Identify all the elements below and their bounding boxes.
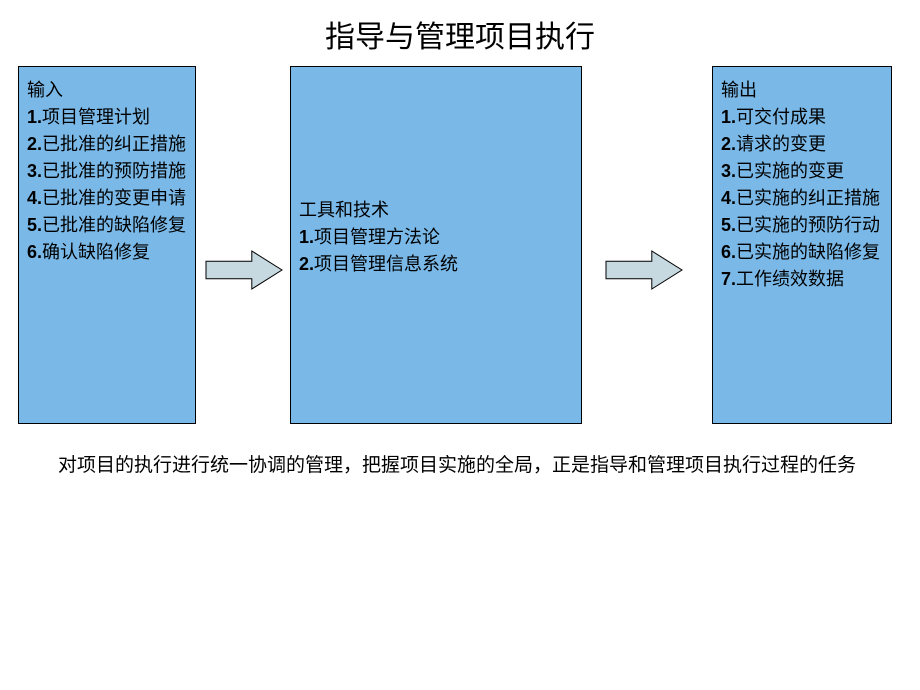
diagram-container: 输入 1.项目管理计划2.已批准的纠正措施3.已批准的预防措施4.已批准的变更申… — [0, 66, 920, 428]
outputs-items: 1.可交付成果2.请求的变更3.已实施的变更4.已实施的纠正措施5.已实施的预防… — [721, 104, 883, 293]
item-number: 3. — [721, 161, 736, 181]
item-text: 项目管理计划 — [42, 107, 150, 127]
item-number: 6. — [721, 242, 736, 262]
list-item: 4.已批准的变更申请 — [27, 185, 187, 212]
item-text: 已实施的预防行动 — [736, 215, 880, 235]
list-item: 5.已批准的缺陷修复 — [27, 212, 187, 239]
description-text: 对项目的执行进行统一协调的管理，把握项目实施的全局，正是指导和管理项目执行过程的… — [20, 452, 900, 481]
item-text: 项目管理方法论 — [314, 227, 440, 247]
item-number: 4. — [27, 188, 42, 208]
tools-heading: 工具和技术 — [299, 197, 573, 224]
inputs-items: 1.项目管理计划2.已批准的纠正措施3.已批准的预防措施4.已批准的变更申请5.… — [27, 104, 187, 266]
arrow-icon — [205, 250, 283, 290]
item-number: 7. — [721, 269, 736, 289]
item-text: 已批准的变更申请 — [42, 188, 186, 208]
item-text: 已批准的预防措施 — [42, 161, 186, 181]
item-text: 工作绩效数据 — [736, 269, 844, 289]
item-number: 5. — [721, 215, 736, 235]
list-item: 2.已批准的纠正措施 — [27, 131, 187, 158]
inputs-heading: 输入 — [27, 77, 187, 104]
item-text: 项目管理信息系统 — [314, 254, 458, 274]
arrow-icon — [605, 250, 683, 290]
list-item: 4.已实施的纠正措施 — [721, 185, 883, 212]
item-number: 2. — [721, 134, 736, 154]
item-number: 4. — [721, 188, 736, 208]
page-title: 指导与管理项目执行 — [0, 0, 920, 66]
item-text: 已实施的变更 — [736, 161, 844, 181]
list-item: 3.已实施的变更 — [721, 158, 883, 185]
list-item: 1.项目管理计划 — [27, 104, 187, 131]
tools-items: 1.项目管理方法论2.项目管理信息系统 — [299, 224, 573, 278]
tools-box: 工具和技术 1.项目管理方法论2.项目管理信息系统 — [290, 66, 582, 424]
list-item: 2.请求的变更 — [721, 131, 883, 158]
item-text: 请求的变更 — [736, 134, 826, 154]
list-item: 3.已批准的预防措施 — [27, 158, 187, 185]
inputs-box: 输入 1.项目管理计划2.已批准的纠正措施3.已批准的预防措施4.已批准的变更申… — [18, 66, 196, 424]
item-number: 1. — [299, 227, 314, 247]
list-item: 7.工作绩效数据 — [721, 266, 883, 293]
outputs-heading: 输出 — [721, 77, 883, 104]
item-number: 2. — [27, 134, 42, 154]
item-text: 确认缺陷修复 — [42, 242, 150, 262]
item-number: 6. — [27, 242, 42, 262]
outputs-box: 输出 1.可交付成果2.请求的变更3.已实施的变更4.已实施的纠正措施5.已实施… — [712, 66, 892, 424]
item-number: 3. — [27, 161, 42, 181]
item-number: 5. — [27, 215, 42, 235]
list-item: 5.已实施的预防行动 — [721, 212, 883, 239]
item-number: 1. — [27, 107, 42, 127]
list-item: 1.可交付成果 — [721, 104, 883, 131]
item-text: 可交付成果 — [736, 107, 826, 127]
list-item: 1.项目管理方法论 — [299, 224, 573, 251]
item-text: 已批准的纠正措施 — [42, 134, 186, 154]
list-item: 6.已实施的缺陷修复 — [721, 239, 883, 266]
item-text: 已实施的纠正措施 — [736, 188, 880, 208]
item-text: 已批准的缺陷修复 — [42, 215, 186, 235]
item-number: 2. — [299, 254, 314, 274]
item-text: 已实施的缺陷修复 — [736, 242, 880, 262]
list-item: 6.确认缺陷修复 — [27, 239, 187, 266]
list-item: 2.项目管理信息系统 — [299, 251, 573, 278]
item-number: 1. — [721, 107, 736, 127]
